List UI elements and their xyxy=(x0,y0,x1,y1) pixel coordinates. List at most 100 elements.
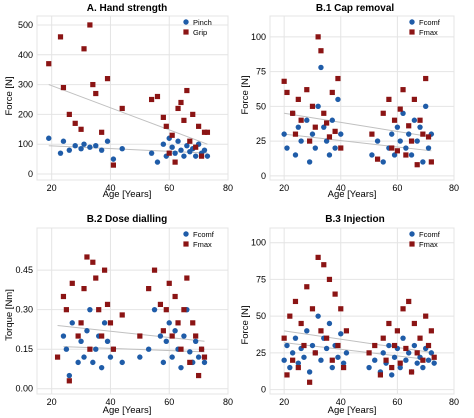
panel-a-hand-strength: A. Hand strength 0 100 200 300 400 500 20 40 60 8… xyxy=(4,3,233,200)
data-point-fcomf xyxy=(380,350,386,356)
data-point-fmax xyxy=(99,333,105,339)
y-tick-label: 100 xyxy=(251,238,266,248)
data-point-fmax xyxy=(193,333,199,339)
data-point-pinch xyxy=(46,135,52,141)
data-point-fcomf xyxy=(69,320,75,326)
data-point-fcomf xyxy=(166,320,172,326)
data-point-fmax xyxy=(287,313,293,319)
data-point-fmax xyxy=(307,379,313,385)
data-point-fcomf xyxy=(406,350,412,356)
legend-marker-circle xyxy=(183,19,189,25)
data-point-fcomf xyxy=(335,354,341,360)
data-point-fcomf xyxy=(169,354,175,360)
data-point-fcomf xyxy=(160,359,167,366)
data-point-fcomf xyxy=(369,152,375,158)
panel-title: B.3 Injection xyxy=(325,214,384,225)
data-point-fmax xyxy=(292,298,299,305)
data-point-pinch xyxy=(93,143,99,149)
data-point-fcomf xyxy=(284,342,290,349)
data-point-pinch xyxy=(60,138,67,144)
data-point-fmax xyxy=(78,320,84,326)
data-point-fmax xyxy=(96,307,102,313)
x-axis-label: Age [Years] xyxy=(328,189,377,200)
data-point-fcomf xyxy=(425,357,432,363)
data-point-fmax xyxy=(196,372,202,379)
data-point-fmax xyxy=(295,364,301,371)
data-point-fmax xyxy=(406,123,412,129)
data-point-fmax xyxy=(93,275,99,281)
data-point-fcomf xyxy=(366,364,372,371)
data-point-fmax xyxy=(172,293,178,300)
data-point-fcomf xyxy=(380,159,386,165)
data-point-fmax xyxy=(312,124,318,130)
data-point-grip xyxy=(90,81,96,88)
data-point-fcomf xyxy=(119,359,125,366)
data-point-fmax xyxy=(284,372,290,378)
data-point-fcomf xyxy=(84,328,90,334)
data-point-fmax xyxy=(309,306,316,312)
data-point-fmax xyxy=(428,328,434,334)
data-point-grip xyxy=(184,87,190,94)
data-point-fcomf xyxy=(312,145,318,151)
y-tick-label: 0.45 xyxy=(15,265,33,275)
x-tick-label: 80 xyxy=(449,397,459,407)
data-point-grip xyxy=(178,99,184,106)
data-point-fcomf xyxy=(309,131,316,137)
data-point-fmax xyxy=(400,87,406,93)
data-point-fcomf xyxy=(329,364,335,371)
y-tick-label: 50 xyxy=(256,311,266,321)
data-point-fcomf xyxy=(414,360,420,366)
data-point-fmax xyxy=(329,89,335,96)
panel-title: A. Hand strength xyxy=(87,3,168,14)
data-point-fmax xyxy=(428,159,434,165)
data-point-fmax xyxy=(292,131,299,137)
data-point-fcomf xyxy=(431,360,437,366)
data-point-fcomf xyxy=(309,342,316,349)
data-point-fmax xyxy=(157,301,164,308)
data-point-fcomf xyxy=(428,350,435,356)
data-point-grip xyxy=(187,138,193,144)
data-point-fcomf xyxy=(406,131,412,137)
data-point-fcomf xyxy=(151,306,158,313)
data-point-fcomf xyxy=(394,124,401,130)
data-point-fmax xyxy=(329,357,335,363)
data-point-fmax xyxy=(414,162,420,168)
y-axis-label: Torque [Nm] xyxy=(4,289,15,341)
data-point-fcomf xyxy=(172,328,178,334)
data-point-fmax xyxy=(110,346,116,352)
trend-line xyxy=(284,342,435,361)
y-tick-label: 50 xyxy=(256,101,266,111)
trend-line xyxy=(284,330,435,354)
data-point-fcomf xyxy=(323,345,330,352)
x-tick-label: 80 xyxy=(449,183,459,193)
data-point-pinch xyxy=(119,145,125,152)
data-point-fmax xyxy=(380,110,386,116)
x-tick-label: 80 xyxy=(223,397,233,407)
y-tick-label: 200 xyxy=(18,109,33,119)
data-point-pinch xyxy=(181,153,187,159)
y-tick-label: 0 xyxy=(28,169,33,179)
data-point-grip xyxy=(99,129,105,135)
data-point-pinch xyxy=(184,143,190,149)
data-point-grip xyxy=(87,22,93,28)
data-point-fcomf xyxy=(391,152,398,158)
data-point-fmax xyxy=(321,262,327,268)
data-point-grip xyxy=(166,150,172,156)
data-point-fcomf xyxy=(397,138,403,144)
data-point-fmax xyxy=(324,120,330,126)
data-point-fmax xyxy=(290,357,296,363)
data-point-fmax xyxy=(423,75,429,82)
x-tick-label: 20 xyxy=(47,397,57,407)
data-point-fmax xyxy=(307,138,313,144)
data-point-fcomf xyxy=(335,96,341,103)
legend-label: Fcomf xyxy=(419,230,441,239)
data-point-fmax xyxy=(391,117,398,123)
data-point-fcomf xyxy=(386,342,392,349)
data-point-fcomf xyxy=(295,124,302,130)
y-tick-label: 75 xyxy=(256,274,266,284)
data-point-pinch xyxy=(169,144,175,150)
y-tick-label: 0 xyxy=(261,171,266,181)
data-point-fcomf xyxy=(332,145,338,151)
data-point-fcomf xyxy=(417,124,423,130)
data-point-grip xyxy=(163,123,169,129)
